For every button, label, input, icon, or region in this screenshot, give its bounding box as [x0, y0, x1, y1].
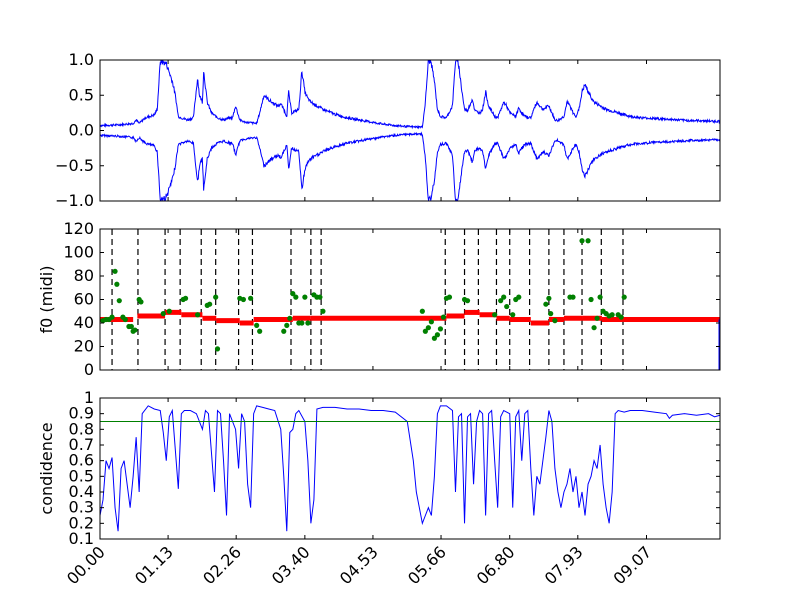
ytick-label: 60 — [74, 290, 94, 309]
pitch-point — [182, 295, 189, 301]
pitch-point — [287, 315, 293, 321]
pitch-point — [214, 346, 221, 352]
pitch-point — [428, 319, 434, 325]
pitch-point — [609, 312, 615, 318]
pitch-point — [434, 332, 441, 338]
pitch-point — [116, 298, 122, 304]
f0-ylabel: f0 (midi) — [37, 265, 56, 333]
ytick-label: 0 — [84, 360, 94, 379]
ytick-label: 1 — [84, 388, 94, 407]
pitch-point — [570, 294, 576, 300]
ytick-label: 80 — [74, 266, 94, 285]
pitch-point — [281, 328, 287, 334]
pitch-point — [597, 294, 603, 300]
ytick-label: 0.9 — [69, 404, 94, 423]
pitch-point — [492, 312, 498, 318]
pitch-point — [588, 296, 594, 303]
pitch-point — [546, 295, 552, 301]
ytick-label: 1.0 — [69, 50, 94, 69]
pitch-point — [305, 320, 311, 326]
pitch-point — [437, 326, 444, 332]
confidence-ylabel: condidence — [37, 422, 56, 514]
pitch-point — [240, 296, 247, 303]
pitch-point — [585, 238, 591, 244]
pitch-point — [114, 281, 120, 287]
pitch-point — [122, 316, 128, 323]
pitch-point — [207, 301, 213, 307]
ytick-label: 20 — [74, 337, 94, 356]
pitch-point — [618, 314, 624, 320]
pitch-point — [213, 294, 219, 300]
pitch-point — [112, 268, 118, 274]
ytick-label: 0.5 — [69, 85, 94, 104]
pitch-point — [138, 299, 144, 305]
pitch-point — [160, 311, 166, 317]
ytick-label: 0.6 — [69, 451, 94, 470]
f0-axes-frame — [99, 228, 721, 371]
ytick-label: 0.7 — [69, 435, 94, 454]
pitch-point — [422, 328, 428, 334]
pitch-point — [284, 322, 290, 328]
pitch-point — [498, 298, 504, 304]
pitch-point — [504, 303, 510, 310]
ytick-label: 0.2 — [69, 513, 94, 532]
pitch-point — [195, 312, 201, 318]
ytick-label: −0.5 — [55, 156, 94, 175]
waveform-lower-line — [100, 131, 720, 201]
pitch-point — [591, 325, 597, 331]
pitch-point — [290, 291, 296, 297]
pitch-point — [257, 328, 263, 334]
waveform-upper-line — [100, 60, 720, 130]
ytick-label: 120 — [63, 219, 94, 238]
ytick-label: 40 — [74, 313, 94, 332]
pitch-point — [109, 314, 115, 320]
ytick-label: 0.4 — [69, 482, 94, 501]
pitch-point — [320, 308, 326, 314]
waveform-axes-frame — [99, 59, 721, 202]
pitch-point — [425, 325, 431, 331]
ytick-label: 100 — [63, 243, 94, 262]
pitch-point — [317, 294, 323, 300]
pitch-point — [548, 311, 554, 317]
ytick-label: 0.3 — [69, 498, 94, 517]
pitch-point — [440, 314, 447, 320]
pitch-point — [621, 294, 627, 300]
ytick-label: −1.0 — [55, 191, 94, 210]
pitch-point — [579, 238, 585, 244]
pitch-point — [254, 322, 260, 328]
pitch-point — [132, 327, 138, 333]
pitch-point — [464, 298, 471, 304]
pitch-point — [248, 295, 254, 301]
waveform-panel: −1.0 −0.5 0.0 0.5 1.0 — [55, 50, 721, 210]
pitch-point — [293, 294, 299, 300]
pitch-point — [299, 320, 305, 326]
pitch-point — [128, 323, 134, 330]
confidence-line — [100, 405, 720, 532]
ytick-label: 0.5 — [69, 466, 94, 485]
pitch-point — [431, 335, 438, 341]
pitch-point — [594, 315, 600, 321]
confidence-axes-frame — [99, 397, 721, 540]
pitch-point — [552, 318, 558, 324]
pitch-point — [446, 294, 453, 300]
pitch-point — [419, 308, 425, 314]
pitch-point — [166, 308, 172, 314]
ytick-label: 0.0 — [69, 121, 94, 140]
pitch-point — [543, 301, 549, 307]
ytick-label: 0.8 — [69, 419, 94, 438]
pitch-point — [510, 312, 516, 318]
pitch-point — [501, 294, 507, 300]
f0-panel: 0 20 40 60 80 100 120 f0 (midi) — [37, 219, 721, 379]
ytick-label: 0.1 — [69, 529, 94, 548]
pitch-point — [302, 294, 308, 300]
pitch-point — [516, 294, 522, 300]
